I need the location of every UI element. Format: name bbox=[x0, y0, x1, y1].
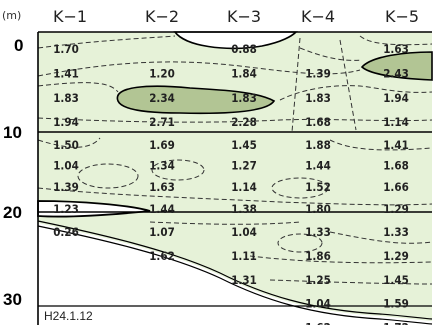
contour-line bbox=[329, 139, 433, 151]
value-label: 1.80 bbox=[305, 202, 331, 216]
contour-line bbox=[279, 85, 433, 101]
contour-line bbox=[37, 82, 119, 93]
contour-line bbox=[339, 39, 357, 131]
column-label: K−2 bbox=[145, 7, 179, 26]
value-label: 1.50 bbox=[53, 138, 79, 152]
contour-line bbox=[249, 255, 433, 264]
contour-line bbox=[359, 35, 433, 46]
value-label: 1.84 bbox=[231, 67, 257, 81]
value-label: 1.04 bbox=[53, 159, 79, 173]
value-label: 1.11 bbox=[231, 249, 257, 263]
contour-line bbox=[269, 279, 433, 285]
contour-line bbox=[37, 35, 176, 49]
value-label: 1.83 bbox=[305, 91, 331, 105]
value-label: 1.41 bbox=[53, 67, 79, 81]
high-zone-k5 bbox=[360, 51, 433, 81]
value-label: 1.72 bbox=[383, 320, 409, 325]
value-label: 1.83 bbox=[53, 91, 79, 105]
value-label: 1.39 bbox=[305, 67, 331, 81]
value-label: 1.27 bbox=[231, 159, 257, 173]
value-labels: 1.70 1.41 1.83 1.94 1.50 1.04 1.39 1.23 0.26 1.20… bbox=[53, 42, 409, 325]
value-label: 1.70 bbox=[53, 42, 79, 56]
value-label: 1.34 bbox=[149, 159, 175, 173]
value-label: 1.45 bbox=[231, 138, 257, 152]
value-label: 2.28 bbox=[231, 115, 257, 129]
value-label: 1.14 bbox=[383, 115, 409, 129]
contour-line bbox=[299, 47, 363, 61]
value-label: 0.88 bbox=[231, 42, 257, 56]
value-label: 2.34 bbox=[149, 91, 175, 105]
column-label: K−5 bbox=[385, 7, 419, 26]
contour-line bbox=[37, 117, 433, 123]
contour-ring bbox=[271, 177, 329, 199]
value-label: 1.25 bbox=[305, 273, 331, 287]
value-label: 1.63 bbox=[149, 180, 175, 194]
value-label: 1.33 bbox=[305, 225, 331, 239]
depth-tick-label: 0 bbox=[14, 36, 23, 55]
top-void-region bbox=[173, 31, 298, 50]
value-label: 1.62 bbox=[149, 249, 175, 263]
value-label: 1.31 bbox=[231, 273, 257, 287]
date-stamp: H24.1.12 bbox=[44, 309, 93, 323]
value-label: 1.83 bbox=[231, 91, 257, 105]
value-label: 1.86 bbox=[305, 249, 331, 263]
value-label: 1.04 bbox=[231, 225, 257, 239]
value-label: 1.68 bbox=[383, 159, 409, 173]
value-label: 1.69 bbox=[149, 138, 175, 152]
column-labels: K−1 K−2 K−3 K−4 K−5 bbox=[53, 7, 419, 26]
value-label: 1.29 bbox=[383, 202, 409, 216]
contour-line bbox=[37, 137, 101, 148]
value-label: 1.39 bbox=[53, 180, 79, 194]
depth-tick-label: 20 bbox=[3, 203, 22, 222]
depth-tick-labels: 0 10 20 30 bbox=[3, 36, 23, 309]
contour-line bbox=[149, 221, 301, 225]
value-label: 1.41 bbox=[383, 138, 409, 152]
contour-ring bbox=[151, 159, 205, 181]
value-label: 1.88 bbox=[305, 138, 331, 152]
value-label: 2.71 bbox=[149, 115, 175, 129]
column-label: K−4 bbox=[301, 7, 335, 26]
value-label: 1.68 bbox=[305, 115, 331, 129]
contour-ring bbox=[277, 233, 323, 253]
value-label: 1.45 bbox=[383, 273, 409, 287]
value-label: 1.29 bbox=[383, 249, 409, 263]
column-label: K−3 bbox=[227, 7, 261, 26]
value-label: 1.44 bbox=[305, 159, 331, 173]
value-label: 1.14 bbox=[231, 180, 257, 194]
value-label: 1.23 bbox=[53, 202, 79, 216]
value-label: 0.26 bbox=[53, 225, 79, 239]
contour-ring bbox=[77, 163, 139, 189]
value-label: 1.04 bbox=[305, 297, 331, 311]
value-label: 1.07 bbox=[149, 225, 175, 239]
contour-lines bbox=[37, 35, 433, 285]
value-label: 1.94 bbox=[53, 115, 79, 129]
contour-line bbox=[329, 231, 433, 244]
value-label: 1.20 bbox=[149, 67, 175, 81]
value-label: 1.38 bbox=[231, 202, 257, 216]
unit-label: (m) bbox=[2, 9, 21, 22]
value-label: 1.33 bbox=[383, 225, 409, 239]
value-label: 1.66 bbox=[383, 180, 409, 194]
value-label: 1.52 bbox=[305, 180, 331, 194]
boundary-line-inner bbox=[37, 225, 433, 325]
value-label: 1.44 bbox=[149, 202, 175, 216]
value-label: 1.94 bbox=[383, 91, 409, 105]
value-label: 1.63 bbox=[383, 42, 409, 56]
value-label: 1.62 bbox=[305, 320, 331, 325]
depth-tick-label: 10 bbox=[3, 123, 22, 142]
boundary-line-outer bbox=[37, 220, 433, 320]
contour-line bbox=[37, 61, 361, 77]
depth-tick-label: 30 bbox=[3, 290, 22, 309]
value-label: 1.59 bbox=[383, 297, 409, 311]
column-label: K−1 bbox=[53, 7, 87, 26]
contour-line bbox=[37, 187, 433, 206]
value-label: 2.43 bbox=[383, 67, 409, 81]
high-zone-k2-k3 bbox=[116, 85, 276, 115]
